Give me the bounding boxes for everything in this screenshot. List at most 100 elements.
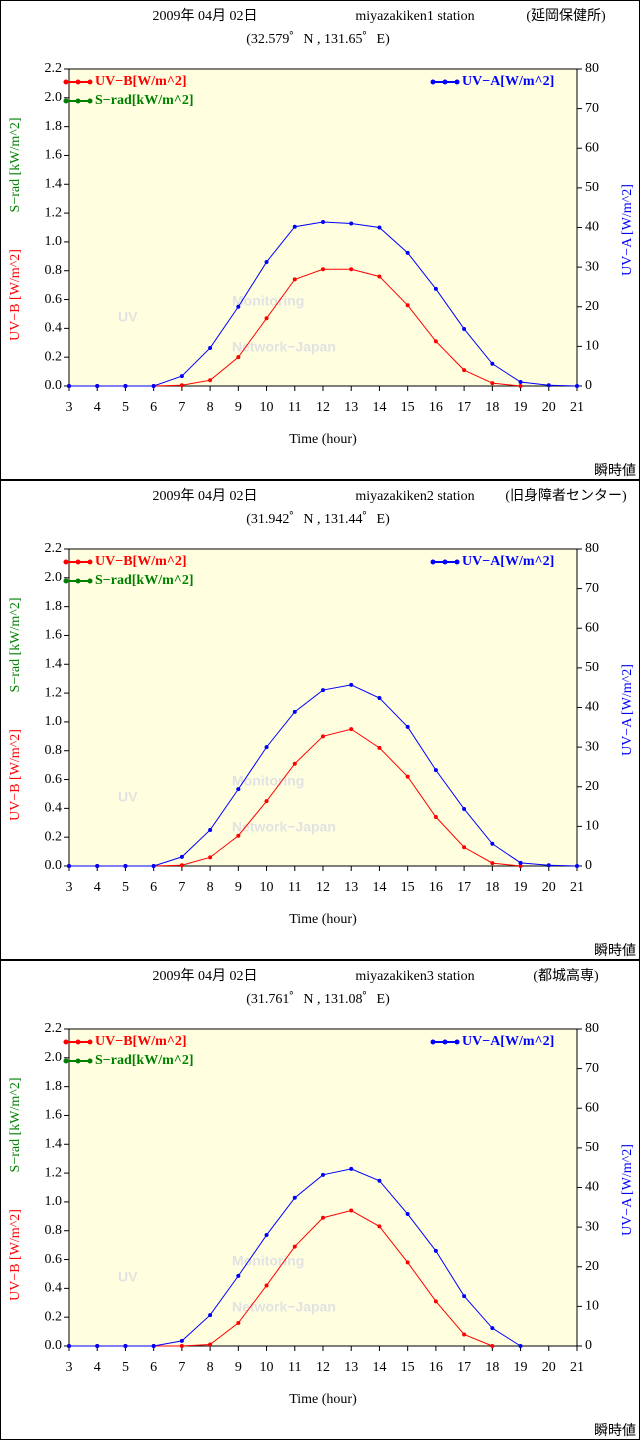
- x-tick-label: 12: [316, 400, 330, 415]
- y2-tick-label: 50: [585, 660, 599, 675]
- data-point: [208, 1342, 213, 1347]
- y-tick-label: 1.2: [45, 1165, 63, 1180]
- data-point: [95, 864, 100, 868]
- y2-tick-label: 80: [585, 1021, 599, 1036]
- x-tick-label: 21: [570, 880, 584, 895]
- x-tick-label: 18: [485, 400, 499, 415]
- y-tick-label: 0.2: [45, 349, 63, 364]
- legend-marker: [87, 1058, 93, 1064]
- x-tick-label: 15: [401, 1360, 415, 1375]
- data-point: [179, 854, 184, 859]
- y2-tick-label: 50: [585, 180, 599, 195]
- data-point: [405, 303, 410, 308]
- data-point: [179, 383, 184, 388]
- legend-marker: [63, 98, 69, 104]
- station-name: miyazakiken2 station: [355, 489, 474, 504]
- legend-label: UV−B[W/m^2]: [95, 74, 187, 89]
- y2-tick-label: 80: [585, 541, 599, 556]
- plot-area: [68, 68, 578, 387]
- x-tick-label: 10: [260, 1360, 274, 1375]
- y-tick-label: 0.8: [45, 1223, 63, 1238]
- y-tick-label: 0.6: [45, 1252, 63, 1267]
- x-tick-label: 12: [316, 1360, 330, 1375]
- legend-marker: [430, 1039, 436, 1045]
- data-point: [405, 1260, 410, 1265]
- y2-tick-label: 30: [585, 1219, 599, 1234]
- data-point: [292, 224, 297, 229]
- data-point: [377, 695, 382, 700]
- y-tick-label: 1.4: [45, 656, 63, 671]
- y-tick-label: 1.8: [45, 599, 63, 614]
- data-point: [292, 709, 297, 714]
- x-tick-label: 5: [122, 1360, 129, 1375]
- watermark: Monitoring: [232, 1253, 304, 1269]
- x-tick-label: 16: [429, 1360, 443, 1375]
- x-tick-label: 11: [288, 880, 301, 895]
- x-axis-label: Time (hour): [289, 432, 357, 447]
- x-tick-label: 6: [150, 400, 157, 415]
- x-tick-label: 4: [94, 880, 101, 895]
- data-point: [377, 1178, 382, 1183]
- legend-marker: [75, 98, 81, 104]
- y-axis-label: UV−B [W/m^2]: [8, 249, 23, 341]
- data-point: [292, 1244, 297, 1249]
- data-point: [151, 864, 156, 868]
- data-point: [321, 734, 325, 739]
- legend-marker: [87, 559, 93, 565]
- y2-axis-label: UV−A [W/m^2]: [620, 1144, 635, 1236]
- y2-tick-label: 10: [585, 339, 599, 354]
- data-point: [95, 1344, 100, 1348]
- x-tick-label: 13: [344, 880, 358, 895]
- x-tick-label: 8: [207, 400, 214, 415]
- watermark: UV: [118, 309, 138, 325]
- data-point: [179, 1344, 184, 1348]
- y2-tick-label: 60: [585, 140, 599, 155]
- data-point: [321, 688, 325, 693]
- legend-label: S−rad[kW/m^2]: [95, 93, 194, 108]
- legend-label: UV−A[W/m^2]: [462, 1034, 554, 1049]
- x-tick-label: 12: [316, 880, 330, 895]
- data-point: [95, 384, 100, 388]
- y2-tick-label: 50: [585, 1140, 599, 1155]
- data-point: [490, 1344, 495, 1348]
- data-point: [377, 225, 382, 230]
- y-tick-label: 1.2: [45, 685, 63, 700]
- data-point: [462, 845, 467, 850]
- x-tick-label: 17: [457, 400, 471, 415]
- y-tick-label: 0.4: [45, 801, 63, 816]
- data-point: [405, 1212, 410, 1217]
- data-point: [349, 1208, 354, 1213]
- data-point: [490, 361, 495, 366]
- data-point: [321, 267, 325, 272]
- y2-tick-label: 70: [585, 1061, 599, 1076]
- y-tick-label: 0.4: [45, 321, 63, 336]
- x-tick-label: 5: [122, 400, 129, 415]
- y2-tick-label: 40: [585, 700, 599, 715]
- data-point: [518, 864, 523, 868]
- y-tick-label: 1.6: [45, 1108, 63, 1123]
- y-tick-label: 0.8: [45, 743, 63, 758]
- data-point: [208, 378, 213, 383]
- data-point: [208, 1313, 213, 1318]
- y-axis-label: S−rad [kW/m^2]: [8, 598, 23, 693]
- legend-marker: [75, 1058, 81, 1064]
- x-tick-label: 9: [235, 1360, 242, 1375]
- data-point: [349, 727, 354, 732]
- y2-tick-label: 0: [585, 858, 592, 873]
- x-tick-label: 21: [570, 1360, 584, 1375]
- data-point: [433, 1299, 438, 1304]
- x-tick-label: 18: [485, 1360, 499, 1375]
- data-point: [236, 355, 241, 360]
- x-tick-label: 4: [94, 400, 101, 415]
- data-point: [518, 860, 523, 865]
- data-point: [518, 380, 523, 385]
- data-point: [179, 863, 184, 868]
- y2-tick-label: 60: [585, 1100, 599, 1115]
- x-tick-label: 9: [235, 400, 242, 415]
- x-tick-label: 7: [178, 400, 185, 415]
- data-point: [490, 861, 495, 866]
- data-point: [490, 1326, 495, 1331]
- data-point: [349, 221, 354, 226]
- y-tick-label: 0.6: [45, 292, 63, 307]
- data-point: [433, 286, 438, 291]
